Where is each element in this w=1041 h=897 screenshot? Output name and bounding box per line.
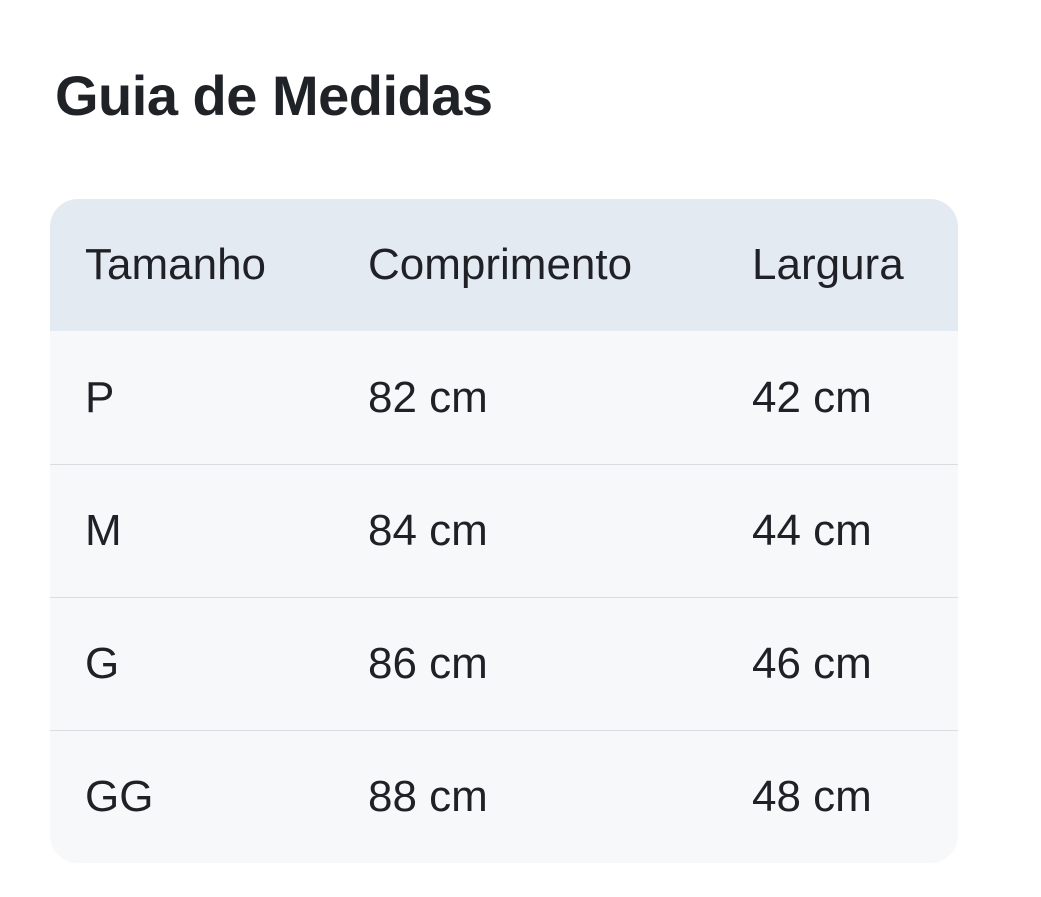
table-row: M 84 cm 44 cm xyxy=(50,464,958,597)
table-row: G 86 cm 46 cm xyxy=(50,597,958,730)
size-cell: P xyxy=(85,372,115,422)
column-header-comprimento: Comprimento xyxy=(368,240,633,289)
width-cell: 46 cm xyxy=(752,639,872,688)
page-title: Guia de Medidas xyxy=(55,64,493,127)
length-cell: 86 cm xyxy=(368,639,488,688)
table-header-row: Tamanho Comprimento Largura xyxy=(50,199,958,331)
column-header-tamanho: Tamanho xyxy=(85,240,267,289)
length-cell: 88 cm xyxy=(368,772,488,821)
size-guide-table: Tamanho Comprimento Largura P 82 cm 42 c… xyxy=(50,199,958,863)
width-cell: 44 cm xyxy=(752,506,872,555)
width-cell: 42 cm xyxy=(752,372,872,422)
width-cell: 48 cm xyxy=(752,772,872,821)
length-cell: 82 cm xyxy=(368,372,488,422)
size-cell: M xyxy=(85,506,122,555)
size-cell: GG xyxy=(85,772,154,821)
column-header-largura: Largura xyxy=(752,240,904,289)
length-cell: 84 cm xyxy=(368,506,488,555)
table-row: P 82 cm 42 cm xyxy=(50,331,958,464)
table-row: GG 88 cm 48 cm xyxy=(50,730,958,863)
size-cell: G xyxy=(85,639,120,688)
